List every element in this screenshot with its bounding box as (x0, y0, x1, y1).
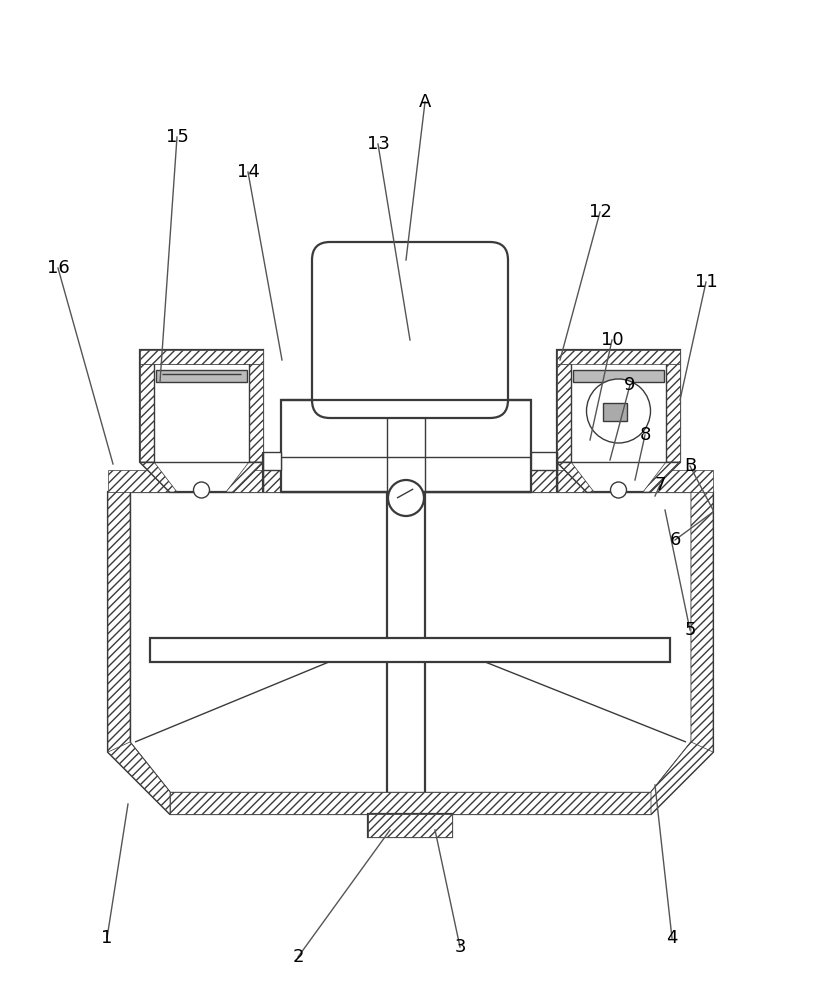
Bar (263, 452, 281, 470)
Text: 12: 12 (589, 203, 612, 221)
Polygon shape (140, 350, 263, 364)
Polygon shape (643, 462, 680, 492)
Circle shape (388, 480, 424, 516)
Bar (368, 814, 452, 837)
Polygon shape (140, 350, 263, 364)
Text: 15: 15 (166, 128, 189, 146)
Polygon shape (557, 350, 680, 492)
Polygon shape (170, 792, 651, 814)
Polygon shape (108, 492, 713, 814)
Polygon shape (140, 350, 263, 492)
Text: 7: 7 (654, 476, 666, 494)
Text: 13: 13 (366, 135, 389, 153)
Text: 9: 9 (624, 376, 635, 394)
Circle shape (194, 482, 209, 498)
Text: 16: 16 (47, 259, 70, 277)
Bar (281, 400, 531, 492)
Text: 3: 3 (454, 938, 466, 956)
Polygon shape (140, 462, 177, 492)
Bar (150, 638, 670, 662)
Text: 10: 10 (601, 331, 623, 349)
Text: B: B (684, 457, 696, 475)
Polygon shape (108, 742, 170, 814)
Bar (531, 452, 557, 470)
Text: 2: 2 (292, 948, 304, 966)
Text: 1: 1 (101, 929, 112, 947)
Polygon shape (108, 492, 170, 814)
Text: 5: 5 (684, 621, 695, 639)
Bar (156, 370, 247, 382)
Polygon shape (249, 364, 263, 462)
Polygon shape (368, 814, 452, 837)
Text: 14: 14 (236, 163, 259, 181)
Bar (603, 403, 626, 421)
Polygon shape (557, 350, 680, 364)
Text: 4: 4 (667, 929, 678, 947)
Text: A: A (419, 93, 431, 111)
Polygon shape (108, 470, 713, 492)
FancyBboxPatch shape (312, 242, 508, 418)
Polygon shape (666, 364, 680, 462)
Text: 6: 6 (669, 531, 681, 549)
Polygon shape (557, 462, 594, 492)
Text: 8: 8 (640, 426, 651, 444)
Polygon shape (140, 364, 154, 462)
Text: 11: 11 (695, 273, 718, 291)
Polygon shape (651, 742, 713, 814)
Polygon shape (557, 364, 571, 462)
Bar (573, 370, 664, 382)
Circle shape (611, 482, 626, 498)
Polygon shape (651, 492, 713, 814)
Polygon shape (226, 462, 263, 492)
Circle shape (586, 379, 650, 443)
